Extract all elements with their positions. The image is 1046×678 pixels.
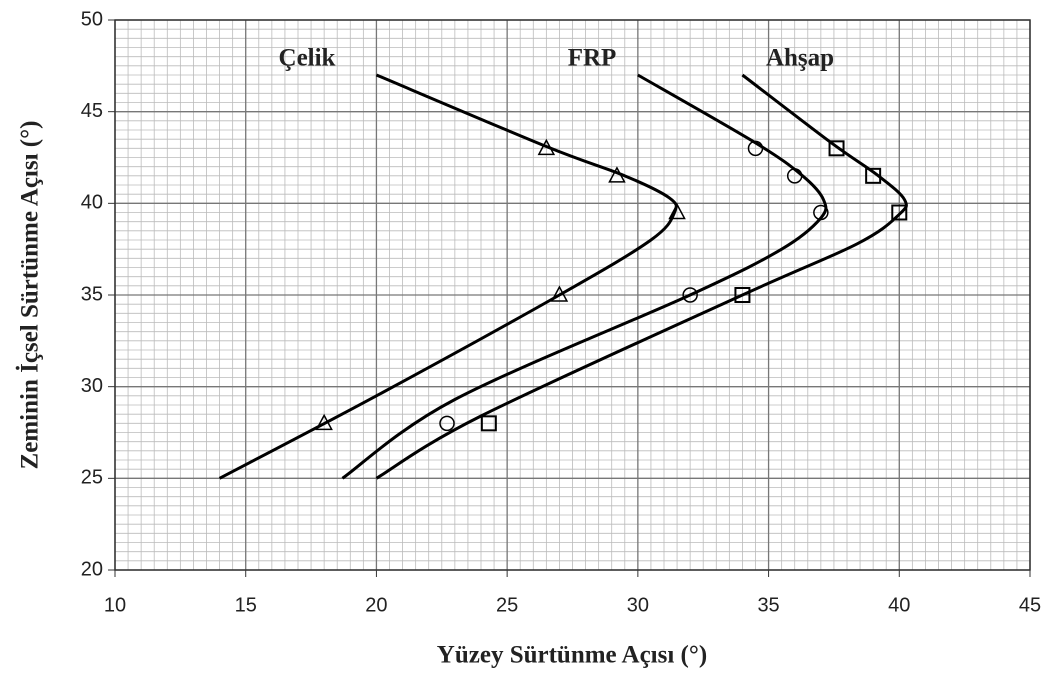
- y-tick-label: 40: [81, 192, 103, 214]
- marker: [682, 287, 698, 303]
- marker: [813, 204, 829, 221]
- plot-border: [114, 19, 1031, 571]
- fit-curve: [341, 73, 828, 480]
- marker: [865, 167, 882, 184]
- x-tick-label: 40: [888, 594, 910, 616]
- x-tick-label: 35: [757, 594, 779, 616]
- x-tick-label: 45: [1019, 594, 1041, 616]
- marker: [786, 168, 803, 184]
- y-tick-label: 25: [81, 467, 103, 489]
- y-tick-label: 50: [81, 8, 103, 30]
- marker: [480, 415, 497, 432]
- y-tick-label: 20: [81, 558, 103, 580]
- y-axis-label: Zeminin İçsel Sürtünme Açısı (°): [16, 121, 44, 470]
- marker: [668, 202, 686, 220]
- fit-curve: [375, 73, 908, 480]
- x-tick-label: 10: [104, 594, 126, 616]
- series-label: Ahşap: [766, 45, 834, 72]
- y-tick-label: 30: [81, 375, 103, 397]
- marker: [439, 415, 455, 432]
- x-axis-label: Yüzey Sürtünme Açısı (°): [437, 642, 707, 669]
- marker: [315, 413, 333, 431]
- series-label: FRP: [568, 45, 617, 72]
- x-tick-label: 25: [496, 594, 518, 616]
- marker: [747, 140, 764, 157]
- x-tick-label: 15: [235, 594, 257, 616]
- y-tick-label: 35: [81, 283, 103, 305]
- x-tick-label: 30: [627, 594, 649, 616]
- marker: [550, 285, 569, 302]
- y-tick-label: 45: [81, 100, 103, 122]
- series-label: Çelik: [279, 45, 336, 72]
- x-tick-label: 20: [365, 594, 387, 616]
- marker: [891, 204, 908, 221]
- marker: [734, 287, 751, 303]
- marker: [537, 138, 556, 156]
- marker: [608, 166, 626, 183]
- marker: [828, 140, 845, 157]
